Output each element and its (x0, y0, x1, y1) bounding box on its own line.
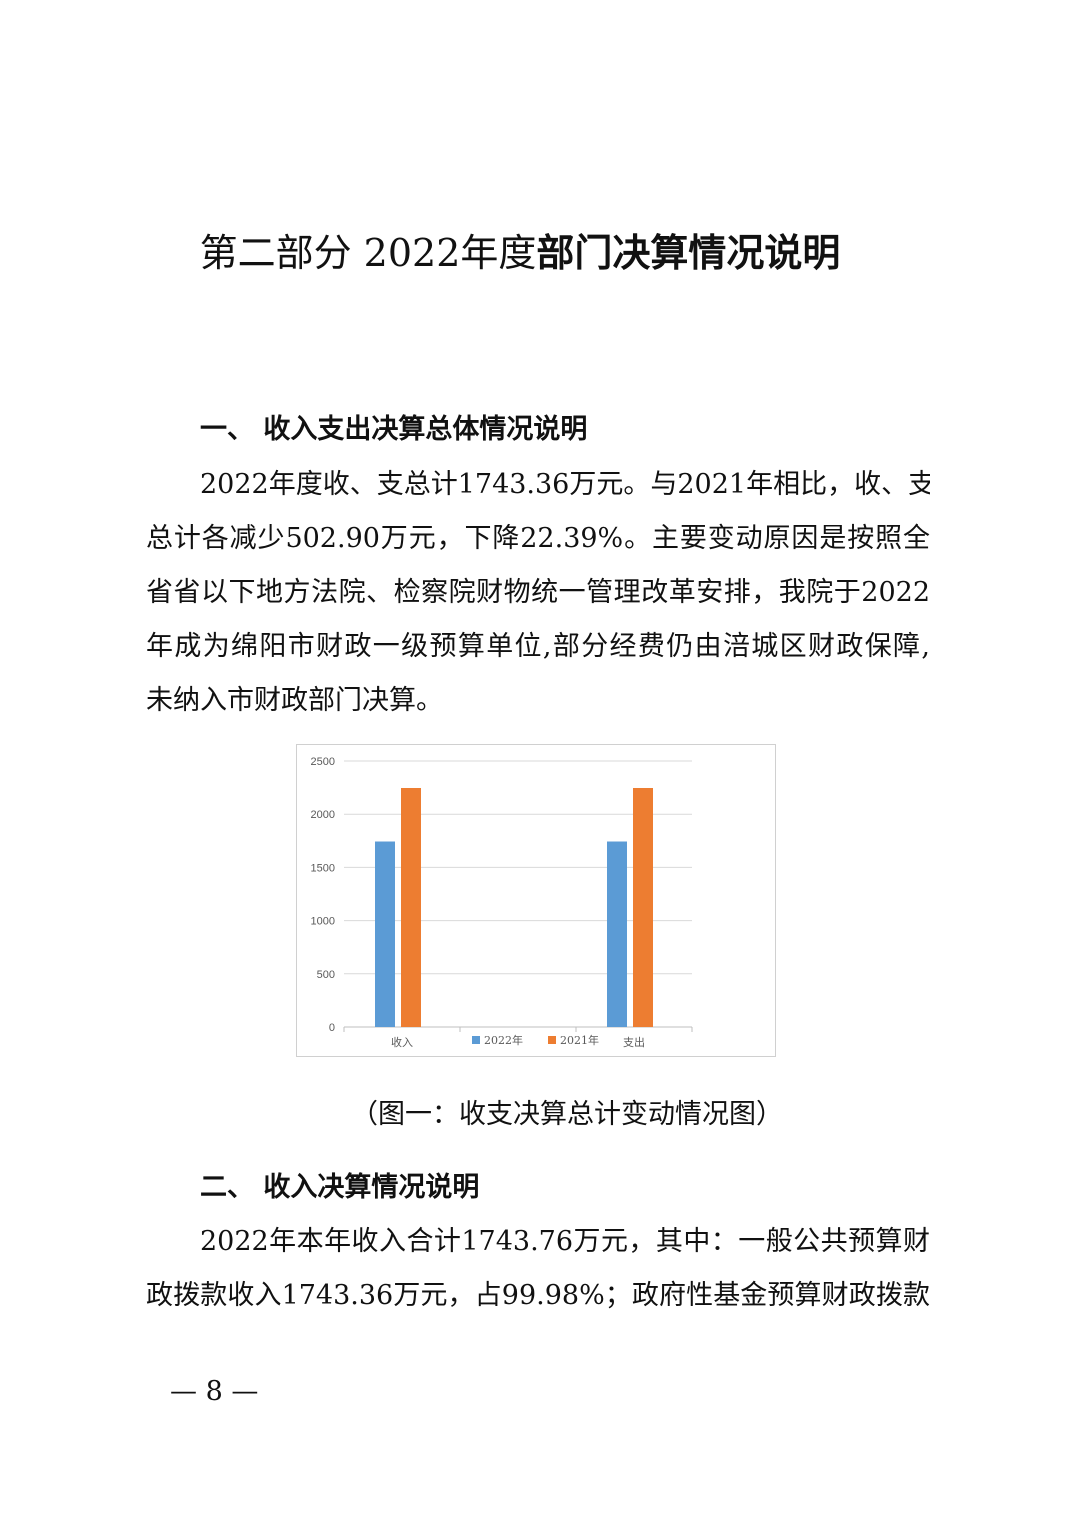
title-plain: 第二部分 2022年度 (199, 231, 537, 275)
bar-2022年-收入 (375, 841, 395, 1027)
x-category-label: 支出 (623, 1035, 645, 1049)
title-bold: 部门决算情况说明 (536, 231, 841, 275)
section2-paragraph: 2022年本年收入合计1743.76万元，其中：一般公共预算财 政拨款收入174… (146, 1215, 930, 1323)
y-tick-label: 1000 (311, 916, 335, 928)
section2-heading: 二、 收入决算情况说明 (200, 1172, 480, 1203)
y-tick-label: 500 (317, 969, 335, 981)
legend-swatch (548, 1036, 556, 1044)
legend-label: 2021年 (560, 1033, 599, 1047)
chart-svg: 0 500 1000 1500 2000 2500 收入 支出 2022年 2021年 (311, 756, 693, 1049)
y-tick-label: 1500 (311, 862, 335, 874)
y-tick-label: 2500 (311, 756, 335, 768)
income-expense-chart: 0 500 1000 1500 2000 2500 收入 支出 2022年 2021年 (296, 744, 776, 1057)
legend-swatch (472, 1036, 480, 1044)
legend-label: 2022年 (484, 1033, 523, 1047)
bar-2021年-收入 (401, 787, 421, 1027)
y-tick-label: 2000 (311, 809, 335, 821)
para-line: 省省以下地方法院、检察院财物统一管理改革安排，我院于2022 (146, 577, 930, 608)
para-line: 总计各减少502.90万元，下降22.39%。主要变动原因是按照全 (146, 523, 930, 554)
bar-2022年-支出 (607, 841, 627, 1027)
para-line: 2022年度收、支总计1743.36万元。与2021年相比，收、支 (200, 469, 930, 500)
para-line: 2022年本年收入合计1743.76万元，其中：一般公共预算财 (200, 1226, 930, 1257)
bar-2021年-支出 (633, 787, 653, 1027)
section1-heading: 一、 收入支出决算总体情况说明 (200, 414, 588, 445)
page-title: 第二部分 2022年度部门决算情况说明 (0, 228, 1040, 278)
para-line: 未纳入市财政部门决算。 (146, 685, 443, 716)
para-line: 年成为绵阳市财政一级预算单位,部分经费仍由涪城区财政保障, (146, 631, 930, 662)
para-line: 政拨款收入1743.36万元，占99.98%；政府性基金预算财政拨款 (146, 1280, 930, 1311)
y-tick-label: 0 (329, 1022, 335, 1034)
page-number: — 8 — (170, 1376, 259, 1407)
x-category-label: 收入 (391, 1035, 413, 1049)
section1-paragraph: 2022年度收、支总计1743.36万元。与2021年相比，收、支 总计各减少5… (146, 458, 930, 728)
figure-caption: （图一：收支决算总计变动情况图） (351, 1099, 783, 1130)
